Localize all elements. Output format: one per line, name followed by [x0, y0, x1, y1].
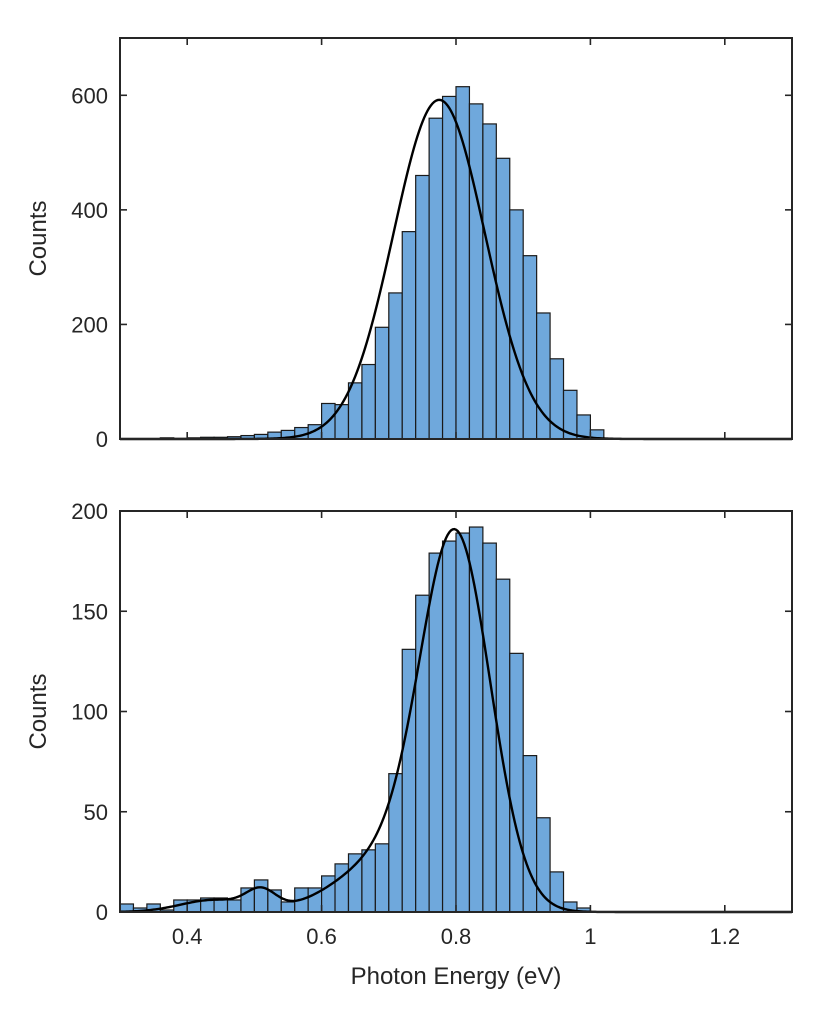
histogram-bar — [226, 899, 242, 913]
histogram-bar — [388, 292, 403, 440]
histogram-bar — [482, 542, 497, 913]
x-tick-label: 1 — [584, 924, 596, 949]
histogram-bar — [415, 174, 430, 440]
y-tick-label: 200 — [71, 499, 108, 524]
histogram-bar — [428, 552, 444, 913]
histogram-bar — [334, 863, 350, 913]
histogram-bar — [441, 95, 457, 440]
y-tick-label: 400 — [71, 198, 108, 223]
bottom-panel: 0.4 0.6 0.8 1 1.2 0 50 100 150 200 Counts Photon … — [25, 499, 793, 990]
histogram-bar — [509, 652, 524, 913]
y-tick-label: 150 — [71, 599, 108, 624]
y-tick-label: 0 — [96, 900, 108, 925]
x-axis-label: Photon Energy (eV) — [351, 963, 562, 990]
x-tick-label: 0.6 — [306, 924, 337, 949]
histogram-bar — [482, 123, 497, 440]
bottom-axis-ticks: 0.4 0.6 0.8 1 1.2 0 50 100 150 200 — [71, 499, 792, 949]
histogram-bar — [253, 879, 269, 913]
x-tick-label: 0.8 — [441, 924, 472, 949]
x-tick-label: 0.4 — [172, 924, 203, 949]
top-y-axis-label: Counts — [25, 200, 52, 276]
top-panel: 0 200 400 600 Counts — [25, 37, 793, 452]
bottom-axes-frame — [119, 510, 793, 913]
histogram-bar — [522, 755, 538, 913]
histogram-bar — [361, 849, 376, 913]
histogram-bar — [468, 526, 484, 913]
histogram-bar — [347, 853, 363, 913]
histogram-bar — [374, 326, 390, 440]
top-axis-ticks: 0 200 400 600 — [71, 38, 792, 452]
y-tick-label: 0 — [96, 427, 108, 452]
histogram-bar — [428, 117, 444, 440]
histogram-bar — [536, 817, 551, 913]
histogram-bar — [347, 382, 363, 440]
y-tick-label: 600 — [71, 83, 108, 108]
histogram-bar — [321, 875, 336, 913]
histogram-bar — [522, 255, 538, 440]
histogram-bar — [361, 363, 376, 440]
histogram-bar — [374, 843, 390, 913]
histogram-bar — [441, 540, 457, 913]
histogram-bar — [509, 209, 524, 440]
histogram-bar — [468, 103, 484, 440]
x-tick-label: 1.2 — [710, 924, 741, 949]
histogram-bar — [401, 231, 417, 440]
histogram-bar — [495, 578, 511, 913]
y-tick-label: 50 — [84, 800, 108, 825]
y-tick-label: 200 — [71, 312, 108, 337]
top-histogram-bars — [159, 86, 605, 440]
histogram-bar — [280, 901, 296, 913]
top-axes-frame — [119, 37, 793, 440]
histogram-bar — [495, 157, 511, 440]
y-tick-label: 100 — [71, 700, 108, 725]
bottom-y-axis-label: Counts — [25, 673, 52, 749]
histogram-bar — [455, 532, 471, 913]
bottom-histogram-bars — [119, 526, 592, 913]
